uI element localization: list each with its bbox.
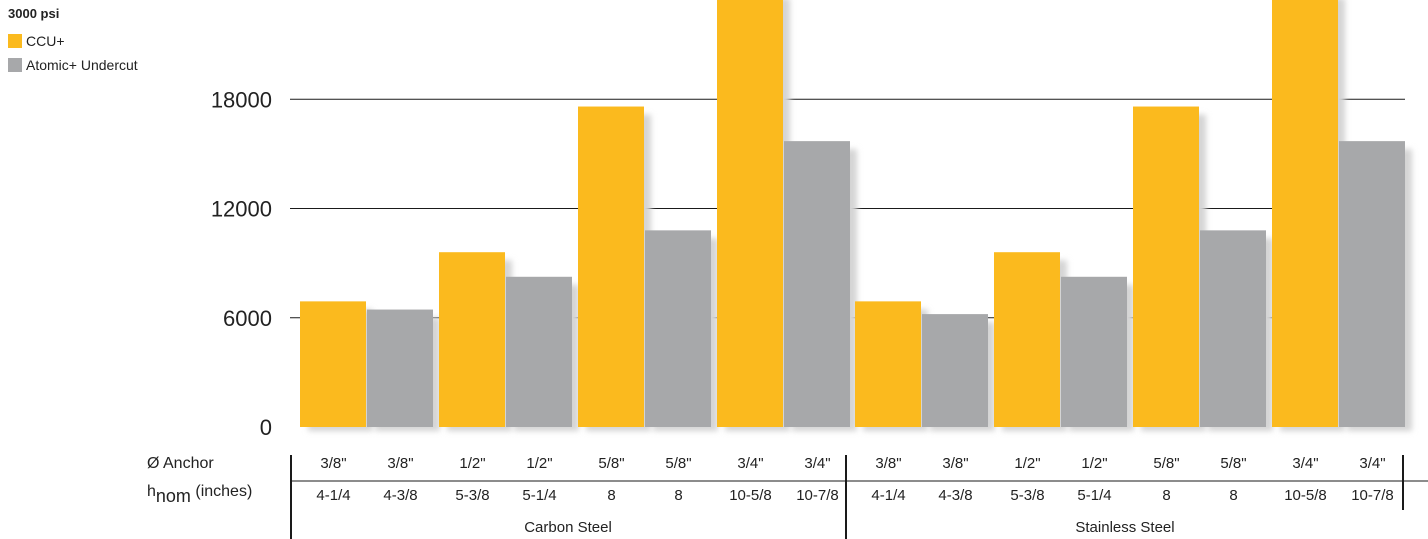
hnom-units: (inches): [191, 483, 252, 500]
bar-atomic: [367, 309, 433, 427]
hnom-label: 8: [1229, 487, 1237, 504]
anchor-label: 3/8": [387, 455, 413, 472]
anchor-label: 5/8": [665, 455, 691, 472]
anchor-label: 3/8": [875, 455, 901, 472]
bar-ccu: [717, 0, 783, 427]
legend-swatch-ccu: [8, 34, 22, 48]
anchor-label: 5/8": [1220, 455, 1246, 472]
bar-ccu: [855, 301, 921, 427]
hnom-label: 4-1/4: [871, 487, 905, 504]
anchor-label: 1/2": [526, 455, 552, 472]
row-label-hnom: hnom (inches): [147, 483, 252, 506]
bar-ccu: [300, 301, 366, 427]
hnom-label: 5-3/8: [455, 487, 489, 504]
legend: 3000 psi CCU+ Atomic+ Undercut: [8, 6, 138, 81]
hnom-label: 5-1/4: [522, 487, 556, 504]
hnom-label: 10-7/8: [796, 487, 839, 504]
bar-atomic: [1200, 230, 1266, 427]
bar-ccu: [1272, 0, 1338, 427]
anchor-label: 1/2": [1014, 455, 1040, 472]
hnom-main: h: [147, 483, 156, 500]
bar-ccu: [578, 106, 644, 428]
bar-atomic: [506, 276, 572, 427]
bar-ccu: [1133, 106, 1199, 428]
hnom-label: 4-3/8: [938, 487, 972, 504]
bar-atomic: [1061, 276, 1127, 427]
anchor-label: 3/4": [1292, 455, 1318, 472]
bar-ccu: [994, 252, 1060, 427]
anchor-label: 5/8": [1153, 455, 1179, 472]
row-label-anchor: Ø Anchor: [147, 455, 214, 472]
hnom-label: 8: [607, 487, 615, 504]
anchor-label: 3/4": [1359, 455, 1385, 472]
bar-atomic: [784, 141, 850, 428]
y-tick-label: 12000: [211, 197, 272, 222]
legend-label-atomic: Atomic+ Undercut: [26, 57, 138, 73]
bar-atomic: [645, 230, 711, 427]
hnom-label: 5-3/8: [1010, 487, 1044, 504]
legend-swatch-atomic: [8, 58, 22, 72]
hnom-label: 4-1/4: [316, 487, 350, 504]
y-tick-label: 0: [260, 415, 272, 440]
hnom-label: 5-1/4: [1077, 487, 1111, 504]
anchor-label: 3/8": [320, 455, 346, 472]
anchor-label: 5/8": [598, 455, 624, 472]
y-tick-label: 24000: [211, 0, 272, 3]
hnom-label: 4-3/8: [383, 487, 417, 504]
legend-title: 3000 psi: [8, 6, 60, 21]
anchor-label: 3/4": [737, 455, 763, 472]
hnom-label: 10-5/8: [1284, 487, 1327, 504]
legend-label-ccu: CCU+: [26, 33, 65, 49]
anchor-label: 3/4": [804, 455, 830, 472]
bar-atomic: [922, 314, 988, 427]
y-tick-label: 18000: [211, 87, 272, 112]
hnom-label: 8: [674, 487, 682, 504]
hnom-label: 10-5/8: [729, 487, 772, 504]
hnom-sub: nom: [156, 486, 191, 506]
group-label: Carbon Steel: [524, 519, 612, 536]
bar-ccu: [439, 252, 505, 427]
hnom-label: 10-7/8: [1351, 487, 1394, 504]
hnom-label: 8: [1162, 487, 1170, 504]
anchor-label: 3/8": [942, 455, 968, 472]
y-tick-label: 6000: [223, 306, 272, 331]
anchor-label: 1/2": [1081, 455, 1107, 472]
anchor-label: 1/2": [459, 455, 485, 472]
legend-item-ccu: CCU+: [8, 33, 138, 49]
legend-item-atomic: Atomic+ Undercut: [8, 57, 138, 73]
bar-atomic: [1339, 141, 1405, 428]
group-label: Stainless Steel: [1075, 519, 1174, 536]
